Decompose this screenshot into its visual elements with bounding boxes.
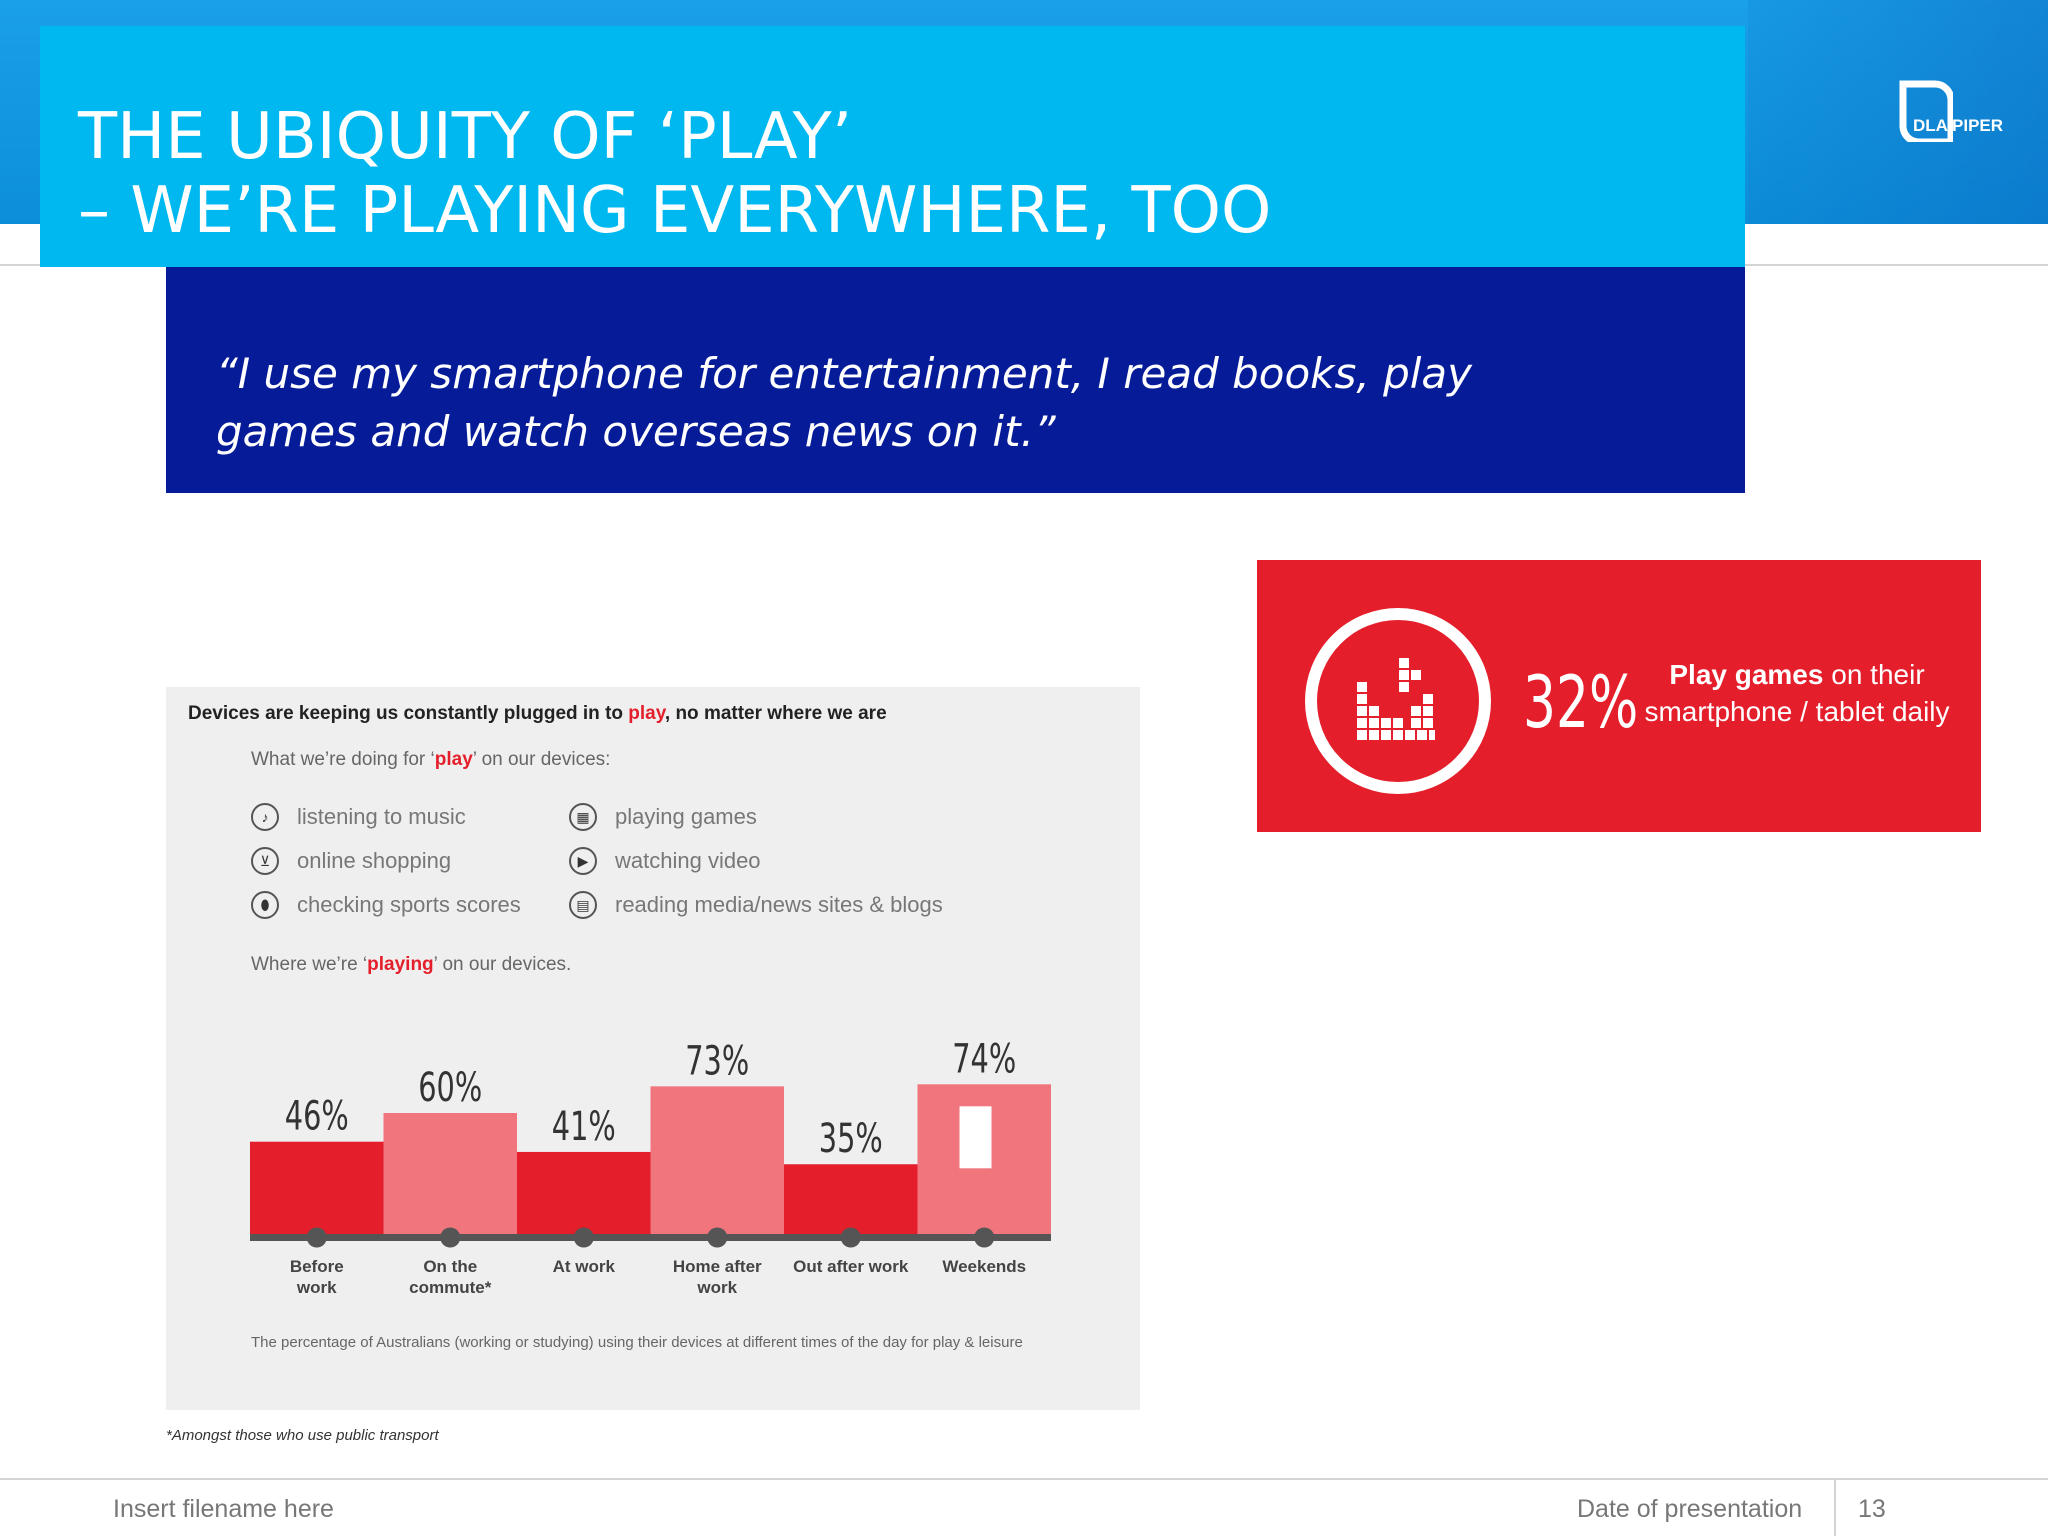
sub-text-end: ’ on our devices. — [433, 954, 572, 975]
stat-desc-rest: on their smartphone / tablet daily — [1644, 659, 1950, 727]
stat-description: Play games on their smartphone / tablet … — [1637, 656, 1957, 730]
axis-marker — [306, 1227, 327, 1248]
activity-label: listening to music — [297, 804, 466, 829]
bar-value-label: 73% — [685, 1039, 749, 1085]
bar-4 — [650, 1086, 784, 1236]
heading-highlight: play — [628, 703, 665, 724]
logo-text: DLA PIPER — [1913, 116, 2004, 135]
bar-value-label: 35% — [819, 1117, 883, 1163]
category-label: Weekends — [942, 1257, 1026, 1276]
play-icon: ▶ — [569, 847, 597, 875]
activity-label: online shopping — [297, 848, 452, 873]
bar-value-label: 74% — [952, 1037, 1016, 1083]
game-icon: ▦ — [569, 803, 597, 831]
asterisk-note: *Amongst those who use public transport — [166, 1427, 439, 1444]
stat-desc-bold: Play games — [1669, 659, 1824, 690]
footer-page-divider — [1834, 1478, 1836, 1536]
stat-circle — [1305, 608, 1491, 794]
sub-highlight: play — [434, 749, 473, 770]
bar-1 — [250, 1141, 384, 1236]
activity-item: ⬮ checking sports scores — [251, 888, 521, 922]
axis-marker — [974, 1227, 995, 1248]
sub-text: Where we’re ‘ — [251, 954, 368, 975]
activity-item: ▶ watching video — [569, 844, 761, 878]
axis-marker — [840, 1227, 861, 1248]
bar-2 — [383, 1113, 517, 1236]
x-axis — [250, 1234, 1051, 1241]
axis-marker — [440, 1227, 461, 1248]
category-label: Before work — [290, 1257, 344, 1297]
football-icon: ⬮ — [251, 891, 279, 919]
stat-callout: 32% Play games on their smartphone / tab… — [1257, 560, 1981, 832]
activity-item: ▤ reading media/news sites & blogs — [569, 888, 943, 922]
activity-item: ♪ listening to music — [251, 800, 466, 834]
activity-label: reading media/news sites & blogs — [615, 892, 943, 917]
shopping-cart-icon: ⊻ — [251, 847, 279, 875]
footer-divider — [0, 1478, 2048, 1480]
game-blocks-icon — [1357, 658, 1435, 740]
activity-label: playing games — [615, 804, 757, 829]
bar-chart: 46% Before work 60% On the commute* 41% At work… — [250, 1037, 1051, 1297]
footer-filename: Insert filename here — [113, 1495, 334, 1523]
logo-mark-icon — [1899, 80, 1953, 142]
dla-piper-logo: DLA PIPER — [1893, 80, 2033, 150]
activity-label: checking sports scores — [297, 892, 521, 917]
activity-item: ▦ playing games — [569, 800, 757, 834]
slide-title-line1: THE UBIQUITY OF ‘PLAY’ — [78, 100, 853, 174]
activities-subheading: What we’re doing for ‘play’ on our devic… — [251, 749, 610, 771]
activity-item: ⊻ online shopping — [251, 844, 451, 878]
heading-text: Devices are keeping us constantly plugge… — [188, 703, 629, 724]
music-note-icon: ♪ — [251, 803, 279, 831]
sub-highlight: playing — [367, 954, 434, 975]
bar-value-label: 46% — [285, 1094, 349, 1140]
chart-footnote: The percentage of Australians (working o… — [251, 1334, 1023, 1351]
axis-marker — [573, 1227, 594, 1248]
category-label: Out after work — [793, 1257, 909, 1276]
chart-panel: Devices are keeping us constantly plugge… — [166, 687, 1140, 1410]
sub-text-end: ’ on our devices: — [472, 749, 611, 770]
quote-text: “I use my smartphone for entertainment, … — [216, 349, 1473, 456]
weekend-bar-marker — [959, 1106, 992, 1169]
title-box: THE UBIQUITY OF ‘PLAY’ – WE’RE PLAYING E… — [40, 26, 1745, 267]
bar-value-label: 41% — [552, 1104, 616, 1150]
sub-text: What we’re doing for ‘ — [251, 749, 435, 770]
slide-title-line2: – WE’RE PLAYING EVERYWHERE, TOO — [78, 174, 1272, 248]
activity-label: watching video — [615, 848, 761, 873]
panel-heading: Devices are keeping us constantly plugge… — [188, 703, 887, 725]
bar-value-label: 60% — [418, 1065, 482, 1111]
category-label: On the commute* — [409, 1257, 492, 1297]
page-number: 13 — [1858, 1495, 1886, 1523]
stat-percent: 32% — [1523, 660, 1639, 744]
bar-3 — [517, 1151, 651, 1236]
footer-date: Date of presentation — [1577, 1495, 1803, 1523]
chart-subheading: Where we’re ‘playing’ on our devices. — [251, 954, 571, 976]
quote-box: “I use my smartphone for entertainment, … — [166, 267, 1745, 493]
bar-5 — [784, 1164, 918, 1236]
category-label: At work — [553, 1257, 616, 1276]
news-icon: ▤ — [569, 891, 597, 919]
category-label: Home after work — [673, 1257, 762, 1297]
heading-text-end: , no matter where we are — [664, 703, 887, 724]
axis-marker — [707, 1227, 728, 1248]
